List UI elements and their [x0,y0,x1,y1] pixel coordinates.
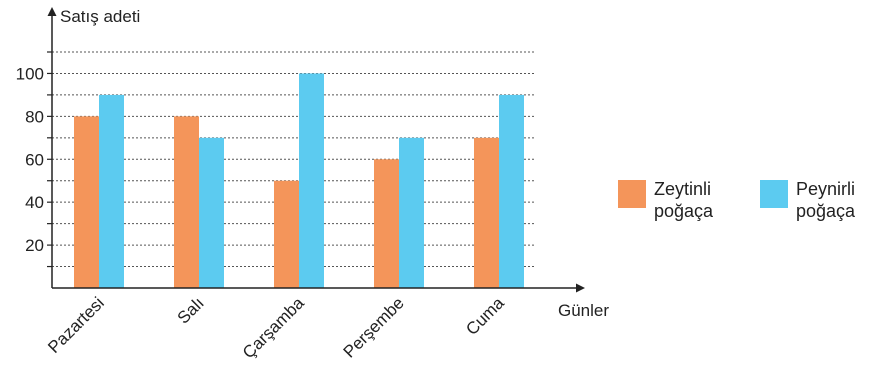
legend-label-peynirli: Peynirli poğaça [796,179,856,221]
bar-peynirli-1 [199,137,224,288]
x-axis-arrow [576,283,585,293]
category-label-3: Perşembe [340,293,408,361]
legend-swatch-zeytinli [618,180,646,208]
bar-peynirli-4 [499,94,524,288]
y-tick-label-80: 80 [25,107,44,126]
category-label-2: Çarşamba [239,293,308,362]
bar-zeytinli-2 [274,180,299,288]
category-labels: Pazartesi Salı Çarşamba Perşembe Cuma [44,293,508,362]
legend-swatch-peynirli [760,180,788,208]
x-axis-title: Günler [558,301,609,320]
bar-peynirli-0 [99,94,124,288]
legend-item-peynirli: Peynirli poğaça [760,178,869,222]
y-tick-labels: 20 40 60 80 100 [16,64,44,255]
category-label-1: Salı [174,293,208,327]
bars [74,73,524,288]
bar-zeytinli-1 [174,116,199,288]
legend-item-zeytinli: Zeytinli poğaça [618,178,734,222]
bar-zeytinli-0 [74,116,99,288]
bar-zeytinli-4 [474,137,499,288]
y-tick-label-20: 20 [25,236,44,255]
category-label-0: Pazartesi [44,293,108,357]
bar-zeytinli-3 [374,159,399,288]
legend-label-zeytinli: Zeytinli poğaça [654,179,714,221]
y-axis-title: Satış adeti [60,7,140,26]
y-axis-arrow [47,7,57,16]
bar-peynirli-3 [399,137,424,288]
y-tick-label-60: 60 [25,150,44,169]
y-tick-label-100: 100 [16,64,44,83]
legend: Zeytinli poğaça Peynirli poğaça [618,178,869,222]
y-tick-label-40: 40 [25,193,44,212]
bar-peynirli-2 [299,73,324,288]
category-label-4: Cuma [462,293,508,339]
axes [47,7,585,293]
